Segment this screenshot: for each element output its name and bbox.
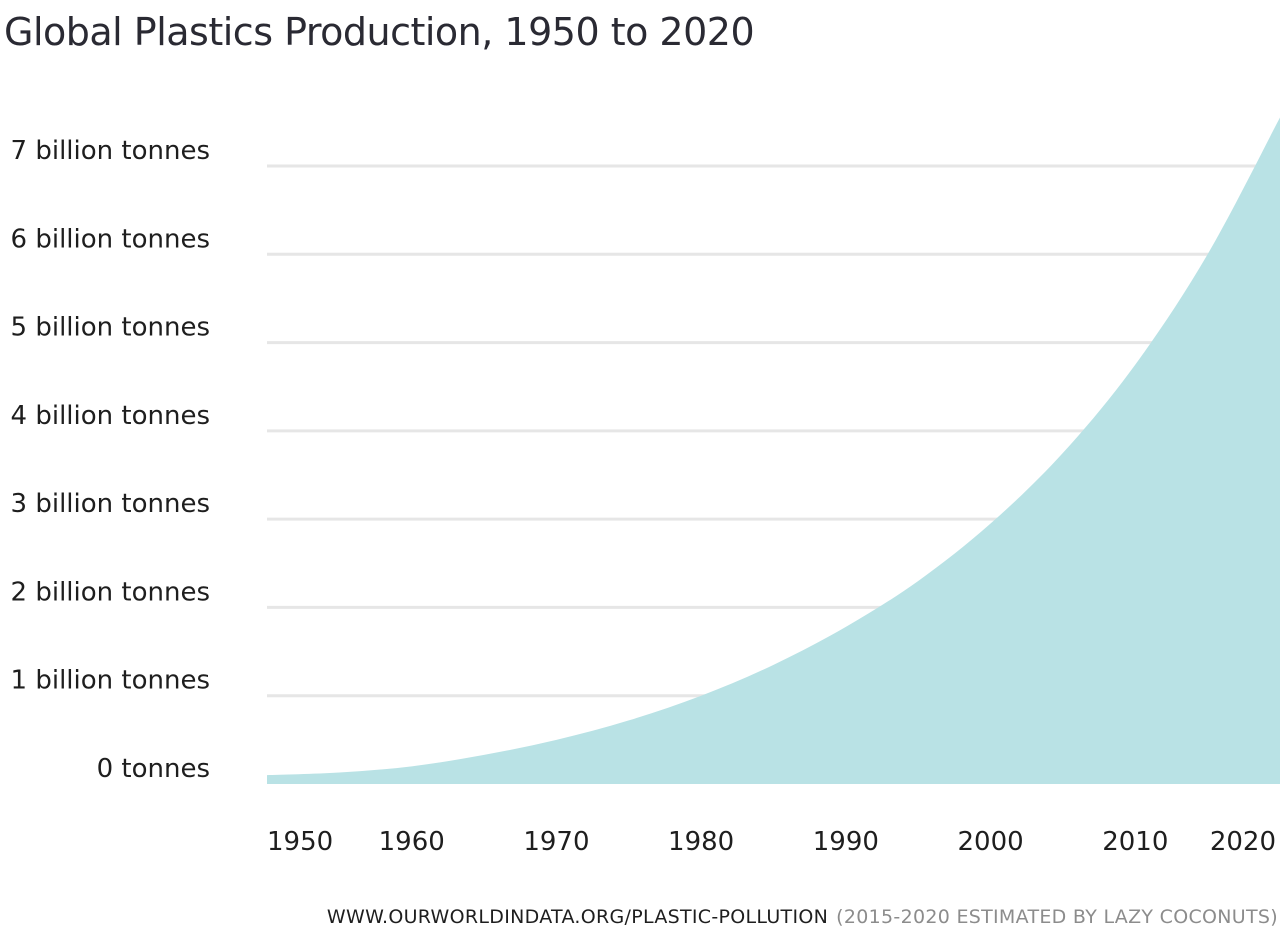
x-tick-label: 2020 [1210,827,1276,857]
grid-lines [267,164,1280,698]
data-point [336,770,342,776]
y-tick-label: 4 billion tonnes [11,401,210,431]
data-point [771,662,777,668]
x-tick-label: 1960 [379,827,445,857]
data-point [988,521,994,527]
source-credit: WWW.OURWORLDINDATA.ORG/PLASTIC-POLLUTION… [327,906,1278,928]
data-point [1060,450,1066,456]
y-tick-label: 6 billion tonnes [11,224,210,254]
source-url[interactable]: WWW.OURWORLDINDATA.ORG/PLASTIC-POLLUTION [326,906,829,928]
data-point [553,737,559,743]
x-tick-label: 1970 [523,827,589,857]
x-tick-label: 2000 [957,827,1023,857]
data-point [1132,362,1138,368]
data-point [626,717,632,723]
data-point [698,693,704,699]
y-tick-label: 2 billion tonnes [11,577,210,607]
y-tick-label: 7 billion tonnes [11,136,210,166]
x-tick-label: 1980 [668,827,734,857]
area-series [264,117,1280,784]
y-tick-label: 3 billion tonnes [11,489,210,519]
x-tick-label: 1990 [813,827,879,857]
y-axis-ticks: 0 tonnes 1 billion tonnes 2 billion tonnes… [11,136,210,784]
y-tick-label: 0 tonnes [97,754,210,784]
data-point [1205,251,1211,257]
x-axis-ticks: 1950 1960 1970 1980 1990 2000 2010 2020 [267,827,1276,857]
data-point [843,624,849,630]
y-tick-label: 5 billion tonnes [11,313,210,343]
data-point [409,763,415,769]
y-tick-label: 1 billion tonnes [11,666,210,696]
production-area [267,117,1280,784]
source-note: (2015-2020 ESTIMATED BY LAZY COCONUTS) [836,906,1278,928]
x-tick-label: 2010 [1102,827,1168,857]
chart-title: Global Plastics Production, 1950 to 2020 [4,10,755,54]
data-point [264,772,270,778]
data-point [481,752,487,758]
x-tick-label: 1950 [267,827,333,857]
data-point [915,578,921,584]
